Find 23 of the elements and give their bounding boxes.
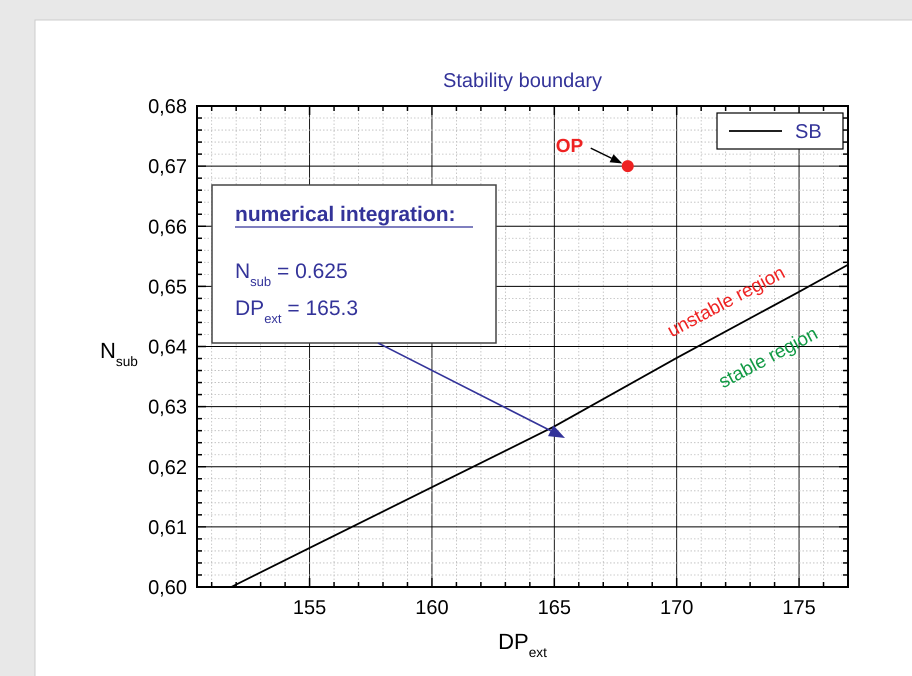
annotation: N$_{sub}$ = 0.625 xyxy=(235,260,348,289)
x-tick-label: 175 xyxy=(782,597,816,619)
x-tick-label: 165 xyxy=(538,597,572,619)
annotation: numerical integration: xyxy=(235,203,456,226)
y-tick-label: 0,61 xyxy=(148,516,187,539)
y-tick-label: 0,68 xyxy=(148,96,187,118)
y-tick-label: 0,60 xyxy=(148,577,187,599)
x-axis-title: DP$_{ext}$ xyxy=(498,629,548,660)
y-tick-label: 0,65 xyxy=(148,276,187,298)
legend-label: SB xyxy=(795,121,822,143)
y-tick-label: 0,64 xyxy=(148,336,187,358)
x-tick-label: 155 xyxy=(292,597,326,619)
annotation: stable region xyxy=(715,323,822,393)
y-axis-title: N$_{sub}$ xyxy=(100,338,138,370)
chart-title: Stability boundary xyxy=(443,70,602,92)
x-tick-label: 170 xyxy=(660,597,694,619)
annotation: DP$_{ext}$ = 165.3 xyxy=(235,297,358,326)
y-tick-label: 0,63 xyxy=(148,396,187,419)
y-tick-label: 0,67 xyxy=(148,156,187,178)
annotation: OP xyxy=(556,136,584,158)
y-tick-label: 0,66 xyxy=(148,216,187,238)
y-tick-label: 0,62 xyxy=(148,456,187,479)
x-tick-label: 160 xyxy=(415,597,449,619)
